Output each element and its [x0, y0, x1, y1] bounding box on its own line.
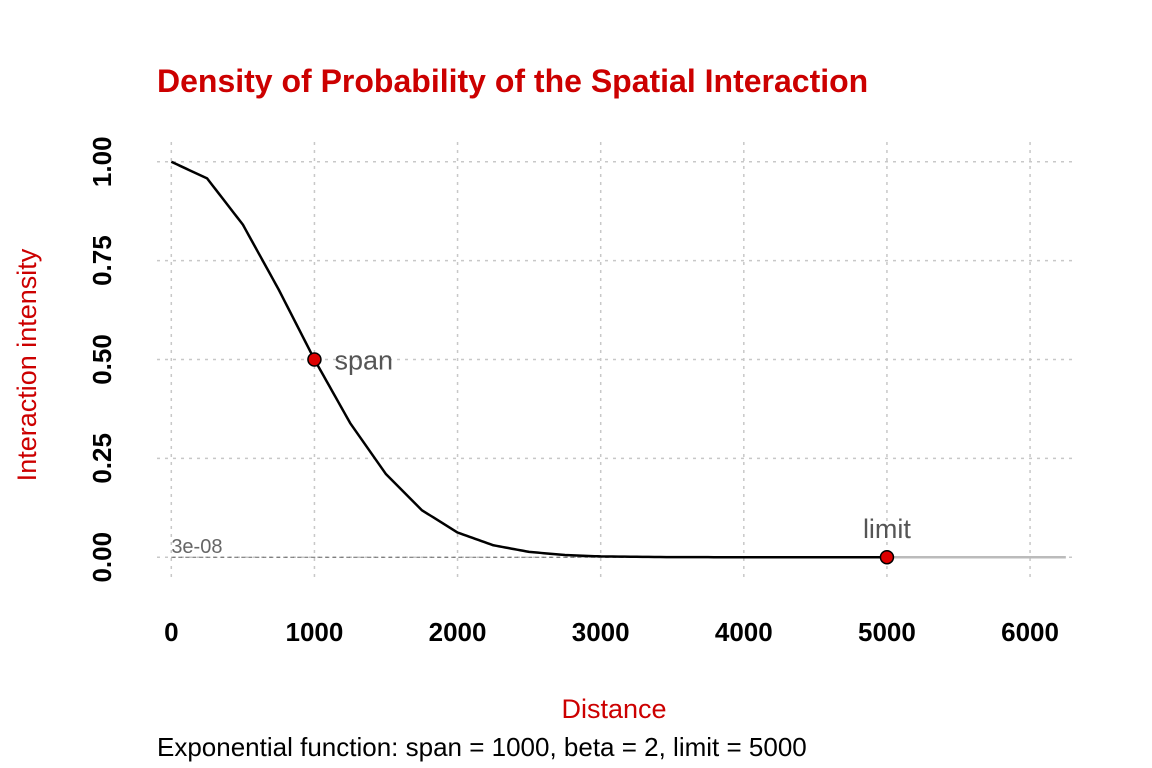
curve-layer	[170, 160, 1066, 559]
y-tick-label: 0.00	[87, 532, 117, 583]
point-layer: span limit	[307, 346, 911, 565]
y-tick-label: 0.50	[87, 334, 117, 385]
threshold-layer: 3e-08	[171, 536, 887, 558]
point-span	[307, 352, 322, 367]
grid-lines	[157, 142, 1073, 577]
x-axis-title: Distance	[561, 694, 666, 724]
y-tick-label: 0.75	[87, 235, 117, 286]
x-tick-label: 2000	[429, 617, 487, 647]
y-tick-label: 1.00	[87, 136, 117, 187]
x-tick-label: 4000	[715, 617, 773, 647]
x-tick-label: 3000	[572, 617, 630, 647]
y-axis-ticks: 0.00 0.25 0.50 0.75 1.00	[87, 136, 117, 582]
y-tick-label: 0.25	[87, 433, 117, 484]
density-curve	[170, 160, 887, 559]
x-tick-label: 0	[164, 617, 178, 647]
x-axis-ticks: 0 1000 2000 3000 4000 5000 6000	[164, 617, 1059, 647]
point-label-span: span	[334, 346, 393, 376]
chart-title: Density of Probability of the Spatial In…	[157, 63, 868, 99]
x-tick-label: 1000	[286, 617, 344, 647]
point-label-limit: limit	[863, 514, 911, 544]
y-axis-title: Interaction intensity	[12, 248, 42, 481]
point-limit	[879, 549, 895, 565]
threshold-label: 3e-08	[171, 536, 222, 558]
chart-caption: Exponential function: span = 1000, beta …	[157, 732, 807, 762]
x-tick-label: 6000	[1001, 617, 1059, 647]
x-tick-label: 5000	[858, 617, 916, 647]
